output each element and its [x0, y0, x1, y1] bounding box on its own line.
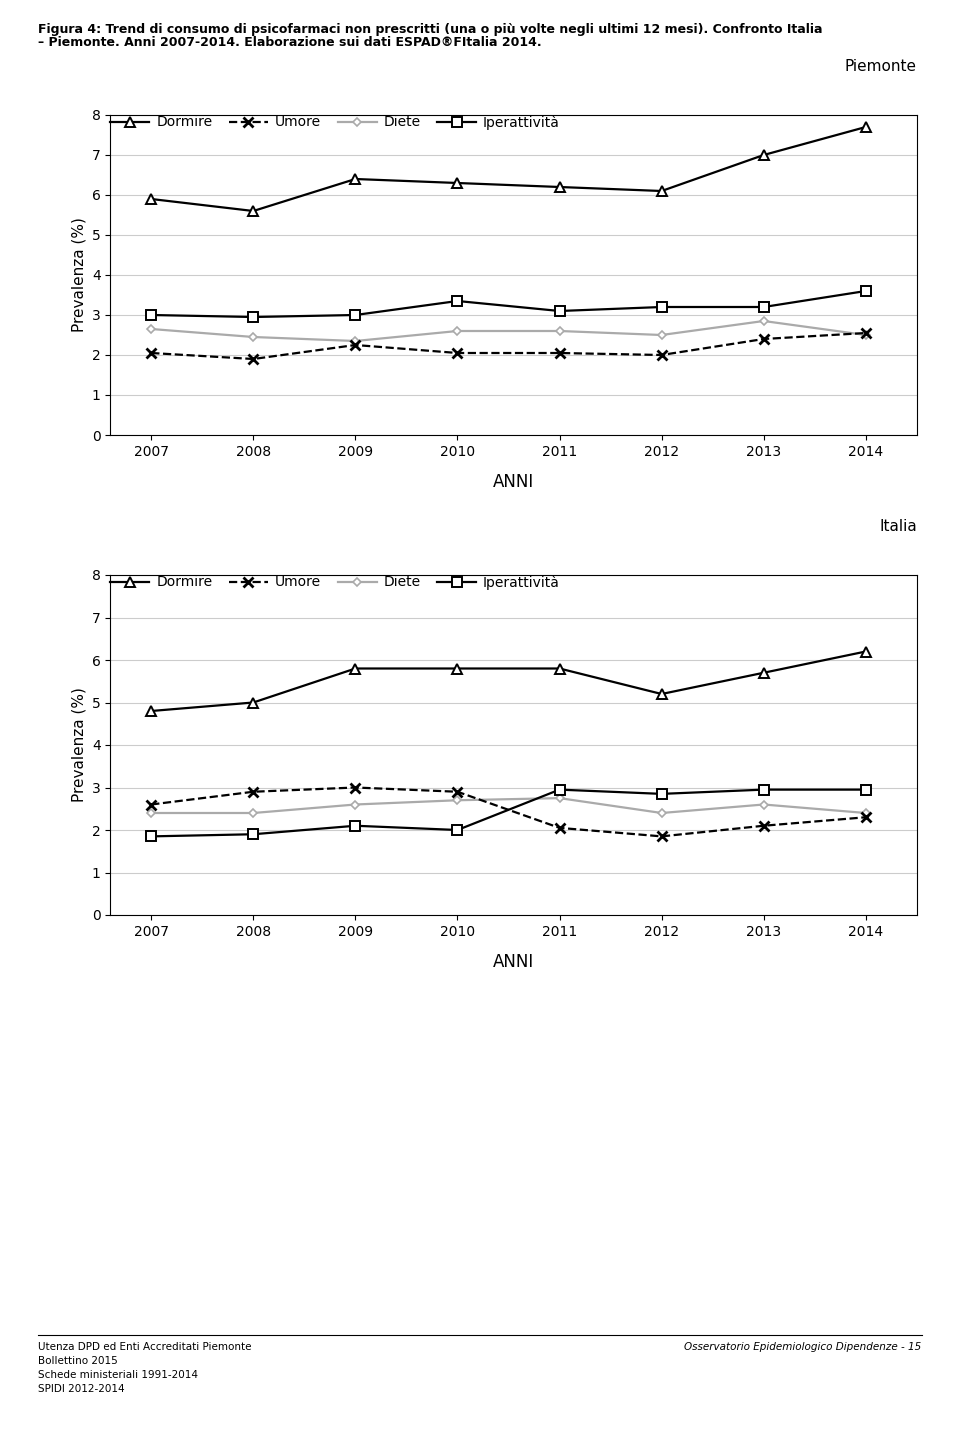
Diete — [656, 326, 667, 343]
Iperattività — [146, 306, 157, 323]
Line: Diete: Diete — [148, 317, 869, 343]
Iperattività — [656, 785, 667, 803]
Dormire — [860, 643, 872, 661]
Dormire — [860, 119, 872, 136]
Diete — [860, 804, 872, 822]
Line: Iperattività: Iperattività — [147, 785, 871, 840]
Diete — [554, 322, 565, 339]
Line: Iperattività: Iperattività — [147, 287, 871, 322]
Diete — [452, 322, 464, 339]
Y-axis label: Prevalenza (%): Prevalenza (%) — [71, 217, 86, 332]
Dormire — [248, 694, 259, 711]
Diete — [758, 313, 770, 330]
Line: Diete: Diete — [148, 796, 869, 816]
Iperattività — [758, 781, 770, 798]
Umore — [860, 809, 872, 826]
Dormire — [452, 174, 464, 191]
Iperattività — [554, 303, 565, 320]
Text: Figura 4: Trend di consumo di psicofarmaci non prescritti (una o più volte negli: Figura 4: Trend di consumo di psicofarma… — [38, 23, 823, 36]
Umore — [452, 782, 464, 800]
Line: Umore: Umore — [147, 329, 871, 364]
Text: Utenza DPD ed Enti Accreditati Piemonte
Bollettino 2015
Schede ministeriali 1991: Utenza DPD ed Enti Accreditati Piemonte … — [38, 1342, 252, 1394]
Diete — [146, 804, 157, 822]
Diete — [349, 332, 361, 349]
Diete — [452, 791, 464, 809]
Iperattività — [146, 827, 157, 845]
Iperattività — [248, 826, 259, 843]
Diete — [349, 796, 361, 813]
Iperattività — [860, 283, 872, 300]
Line: Dormire: Dormire — [147, 123, 871, 216]
Iperattività — [349, 817, 361, 835]
X-axis label: ANNI: ANNI — [493, 952, 534, 971]
Dormire — [758, 146, 770, 164]
Umore — [349, 778, 361, 796]
Iperattività — [248, 309, 259, 326]
Diete — [554, 790, 565, 807]
Dormire — [349, 659, 361, 677]
Iperattività — [452, 822, 464, 839]
Line: Dormire: Dormire — [147, 648, 871, 716]
Diete — [656, 804, 667, 822]
Umore — [554, 819, 565, 836]
Umore — [656, 827, 667, 845]
Text: – Piemonte. Anni 2007-2014. Elaborazione sui dati ESPAD®FItalia 2014.: – Piemonte. Anni 2007-2014. Elaborazione… — [38, 36, 542, 49]
Text: Italia: Italia — [879, 519, 917, 535]
X-axis label: ANNI: ANNI — [493, 472, 534, 491]
Dormire — [656, 685, 667, 703]
Umore — [248, 351, 259, 368]
Umore — [656, 346, 667, 364]
Diete — [860, 326, 872, 343]
Iperattività — [452, 293, 464, 310]
Iperattività — [656, 298, 667, 316]
Legend: Dormire, Umore, Diete, Iperattività: Dormire, Umore, Diete, Iperattività — [110, 114, 560, 129]
Diete — [146, 320, 157, 338]
Umore — [758, 817, 770, 835]
Diete — [248, 804, 259, 822]
Umore — [860, 325, 872, 342]
Dormire — [248, 203, 259, 220]
Umore — [554, 345, 565, 362]
Dormire — [452, 659, 464, 677]
Text: Piemonte: Piemonte — [845, 59, 917, 74]
Dormire — [758, 664, 770, 681]
Iperattività — [860, 781, 872, 798]
Dormire — [554, 178, 565, 196]
Iperattività — [758, 298, 770, 316]
Umore — [452, 345, 464, 362]
Y-axis label: Prevalenza (%): Prevalenza (%) — [71, 688, 86, 803]
Umore — [349, 336, 361, 354]
Dormire — [146, 703, 157, 720]
Dormire — [146, 190, 157, 207]
Umore — [146, 796, 157, 813]
Umore — [248, 782, 259, 800]
Diete — [248, 329, 259, 346]
Dormire — [349, 171, 361, 188]
Dormire — [656, 183, 667, 200]
Umore — [758, 330, 770, 348]
Iperattività — [349, 306, 361, 323]
Dormire — [554, 659, 565, 677]
Umore — [146, 345, 157, 362]
Text: Osservatorio Epidemiologico Dipendenze - 15: Osservatorio Epidemiologico Dipendenze -… — [684, 1342, 922, 1352]
Line: Umore: Umore — [147, 782, 871, 840]
Diete — [758, 796, 770, 813]
Legend: Dormire, Umore, Diete, Iperattività: Dormire, Umore, Diete, Iperattività — [110, 575, 560, 590]
Iperattività — [554, 781, 565, 798]
